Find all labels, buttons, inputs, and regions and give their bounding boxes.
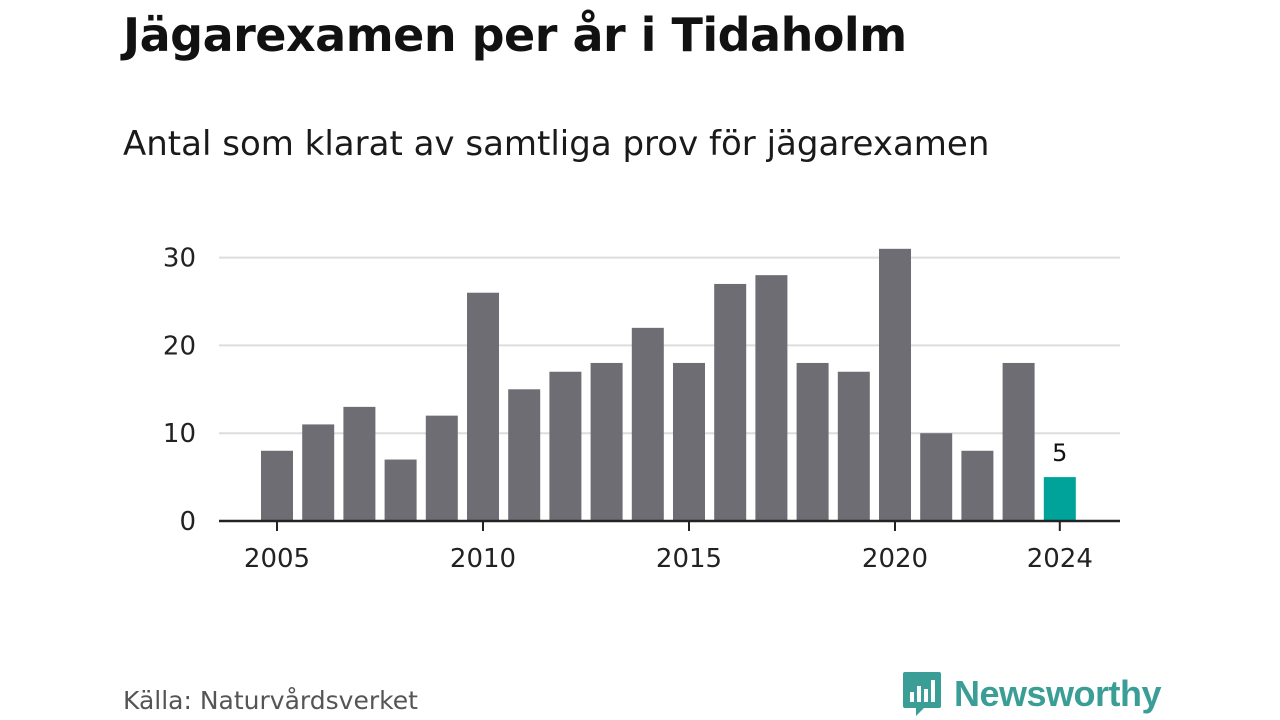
x-tick-label: 2010 [450,544,516,574]
y-tick-label: 10 [163,419,196,449]
bar-2021 [920,433,953,521]
bar-2014 [631,327,664,521]
bar-2010 [467,292,499,521]
x-tick-label: 2024 [1027,544,1093,574]
bar-2011 [508,389,541,521]
bar-2012 [549,371,582,521]
bar-2023 [1002,362,1035,521]
bar-2018 [796,362,829,521]
bar-2015 [673,362,705,521]
bar-2009 [425,415,458,521]
x-tick-label: 2020 [862,544,928,574]
brand-logo[interactable]: Newsworthy [902,670,1162,718]
bar-2007 [343,406,376,521]
y-tick-label: 20 [163,331,196,361]
bar-2013 [590,362,623,521]
bar-2024 [1043,477,1076,521]
chart-subtitle: Antal som klarat av samtliga prov för jä… [123,124,990,164]
chart-title: Jägarexamen per år i Tidaholm [123,8,907,62]
x-tick-label: 2005 [244,544,310,574]
bar-2005 [261,450,293,521]
chart-bubble-icon [903,672,941,716]
bar-2006 [302,424,335,521]
source-note: Källa: Naturvårdsverket [123,686,418,715]
bar-2016 [714,283,747,521]
bar-2020 [879,248,911,521]
y-tick-label: 0 [179,507,196,537]
y-tick-label: 30 [163,244,196,274]
brand-name: Newsworthy [954,673,1162,714]
bar-2008 [384,459,417,521]
bar-2022 [961,450,994,521]
bar-2019 [837,371,870,521]
data-label: 5 [1052,439,1067,467]
bar-2017 [755,275,788,521]
x-tick-label: 2015 [656,544,722,574]
